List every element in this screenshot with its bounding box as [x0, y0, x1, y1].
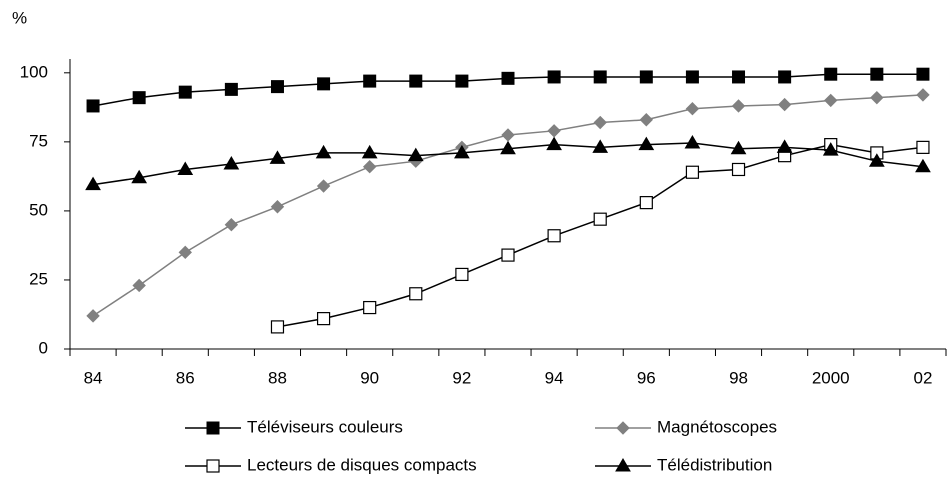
marker: [363, 300, 377, 315]
marker: [500, 140, 516, 155]
x-tick-label: 94: [545, 368, 564, 387]
marker: [455, 74, 469, 88]
legend-label: Magnétoscopes: [657, 417, 777, 436]
marker: [316, 312, 331, 326]
x-tick-label: 84: [84, 368, 103, 387]
marker: [132, 278, 146, 293]
marker: [409, 74, 423, 88]
marker: [223, 155, 240, 170]
x-tick-label: 88: [268, 368, 287, 387]
series-line: [92, 94, 923, 317]
legend-label: Lecteurs de disques compacts: [247, 455, 477, 474]
y-tick-label: 75: [29, 131, 48, 150]
marker: [684, 134, 701, 149]
series-line: [277, 143, 924, 328]
legend-label: Téléviseurs couleurs: [247, 417, 403, 436]
marker: [731, 99, 746, 113]
marker: [315, 144, 332, 159]
marker: [178, 245, 192, 260]
marker: [316, 179, 331, 193]
marker: [778, 70, 792, 84]
x-tick-label: 96: [637, 368, 656, 387]
y-tick-label: 50: [29, 200, 48, 219]
marker: [916, 140, 930, 154]
marker: [868, 153, 885, 167]
x-tick-label: 92: [452, 368, 471, 387]
marker: [824, 67, 838, 81]
marker: [363, 74, 377, 88]
legend-marker: [616, 421, 630, 435]
x-tick-label: 86: [176, 368, 195, 387]
marker: [269, 150, 286, 164]
marker: [547, 124, 561, 138]
y-tick-label: 25: [29, 269, 48, 288]
marker: [916, 88, 930, 102]
marker: [409, 287, 423, 301]
legend-marker: [206, 421, 220, 435]
x-tick-label: 2000: [812, 368, 850, 387]
marker: [593, 212, 607, 226]
marker: [639, 70, 653, 84]
marker: [131, 169, 148, 184]
marker: [270, 80, 284, 94]
marker: [685, 165, 700, 179]
marker: [86, 99, 100, 113]
x-tick-label: 90: [360, 368, 379, 387]
marker: [870, 67, 884, 81]
marker: [224, 218, 239, 232]
marker: [822, 142, 839, 156]
marker: [685, 70, 699, 84]
marker: [593, 70, 607, 84]
marker: [455, 267, 469, 282]
marker: [407, 147, 424, 162]
marker: [270, 200, 285, 214]
marker: [317, 77, 331, 91]
marker: [731, 162, 746, 177]
marker: [224, 82, 238, 96]
marker: [915, 158, 931, 173]
y-tick-label: 100: [20, 62, 48, 81]
x-tick-label: 98: [729, 368, 748, 387]
marker: [730, 140, 747, 155]
marker: [547, 70, 561, 84]
marker: [501, 248, 515, 262]
marker: [824, 93, 838, 108]
marker: [501, 128, 515, 142]
marker: [546, 136, 562, 151]
legend-marker: [615, 458, 631, 472]
marker: [732, 70, 746, 84]
marker: [501, 71, 515, 85]
marker: [870, 90, 884, 105]
marker: [270, 320, 285, 334]
marker: [916, 67, 930, 81]
marker: [86, 309, 100, 323]
x-tick-label: 02: [913, 368, 932, 387]
marker: [177, 161, 194, 175]
marker: [639, 113, 654, 127]
marker: [132, 91, 146, 105]
marker: [639, 196, 653, 210]
marker: [777, 97, 792, 112]
legend-marker: [206, 459, 220, 473]
marker: [85, 176, 101, 191]
marker: [776, 139, 793, 153]
marker: [593, 115, 607, 130]
legend-label: Télédistribution: [657, 455, 772, 474]
marker: [638, 136, 655, 151]
marker: [592, 139, 609, 153]
marker: [178, 85, 192, 99]
marker: [362, 160, 377, 174]
marker: [454, 144, 470, 159]
marker: [685, 102, 700, 116]
marker: [547, 229, 561, 243]
y-tick-label: 0: [39, 338, 48, 357]
y-axis-label: %: [12, 8, 27, 27]
marker: [361, 144, 378, 159]
